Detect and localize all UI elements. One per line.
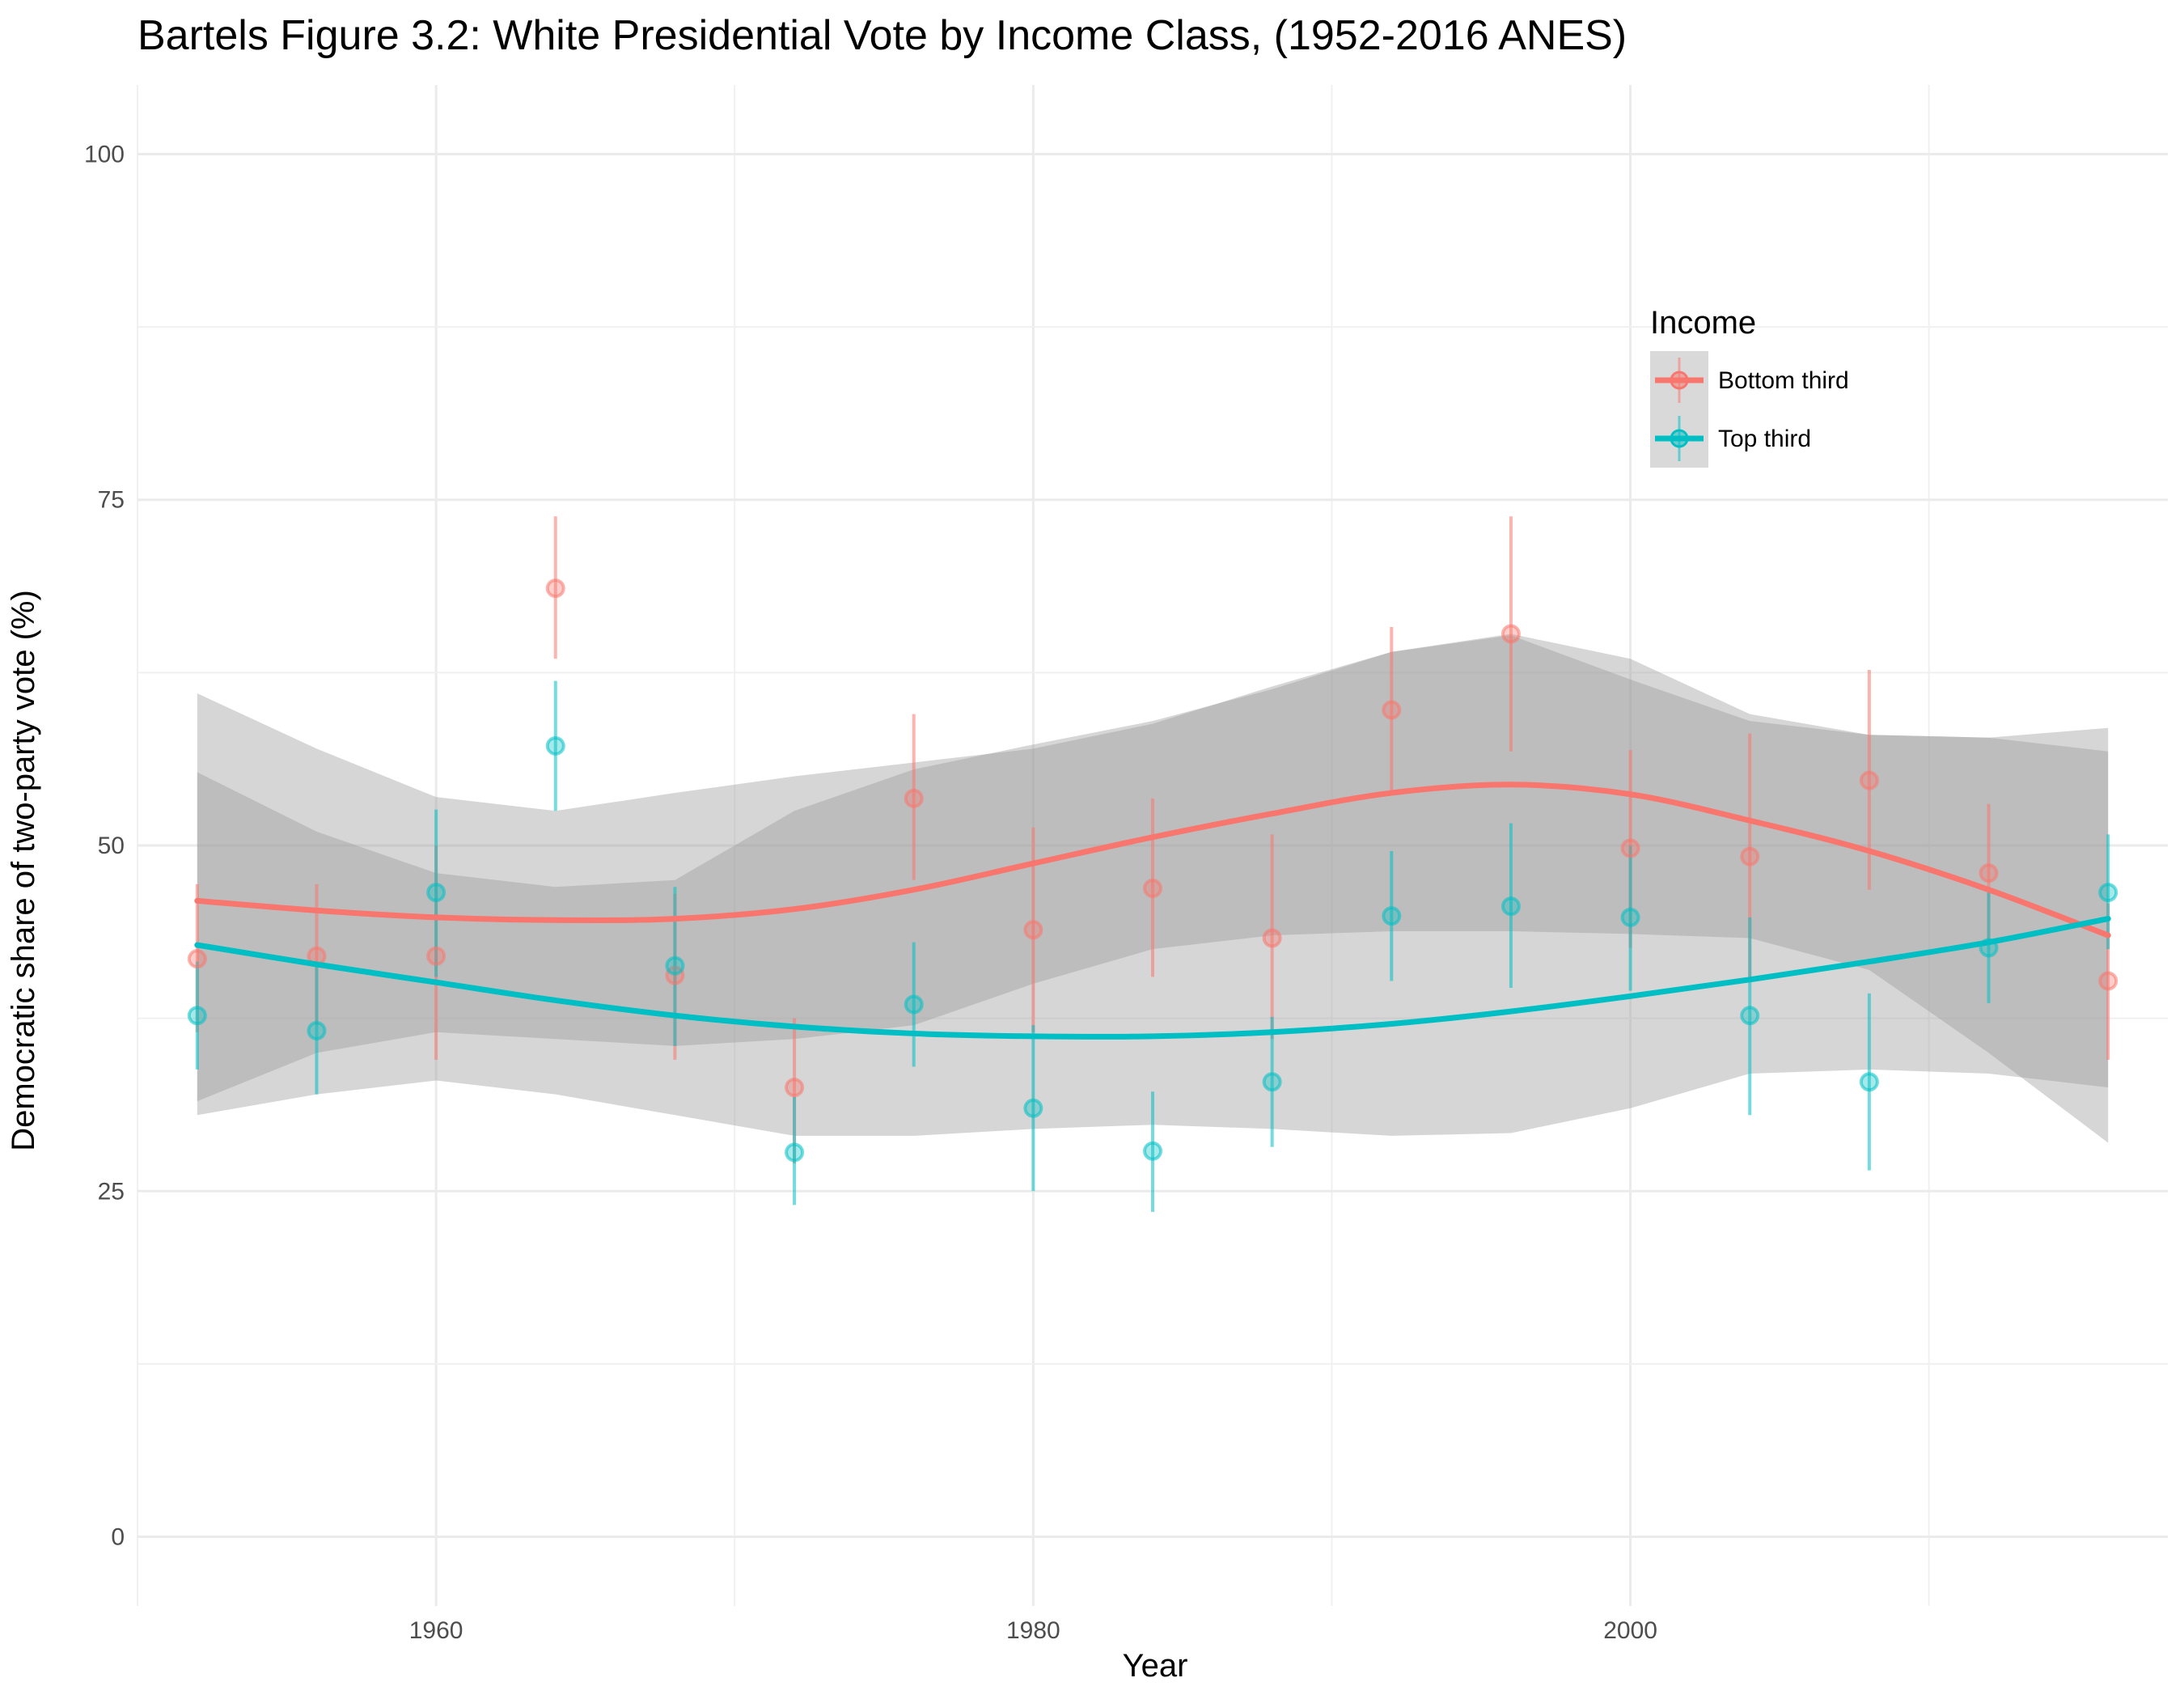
x-tick-label: 1960 bbox=[409, 1617, 463, 1644]
data-point bbox=[1859, 770, 1879, 790]
y-tick-label: 25 bbox=[98, 1178, 125, 1205]
data-point bbox=[785, 1078, 805, 1098]
data-point bbox=[1023, 1098, 1043, 1118]
data-point bbox=[1500, 624, 1521, 644]
data-point bbox=[1382, 906, 1402, 926]
data-point bbox=[665, 955, 685, 976]
legend-key-point bbox=[1670, 429, 1689, 448]
data-point bbox=[1262, 928, 1282, 948]
data-point bbox=[1023, 920, 1043, 940]
trend-line bbox=[194, 782, 2111, 938]
data-point bbox=[904, 994, 924, 1015]
y-tick-label: 50 bbox=[98, 833, 125, 859]
y-tick-label: 100 bbox=[84, 141, 125, 167]
legend-item: Top third bbox=[1650, 409, 1811, 468]
data-point bbox=[426, 946, 447, 966]
axis-ticks: 1960 1980 2000 0 25 50 75 100 bbox=[84, 141, 1657, 1644]
data-point bbox=[426, 883, 447, 903]
data-point bbox=[1143, 1141, 1162, 1161]
legend-key-point bbox=[1670, 371, 1689, 390]
data-point bbox=[2098, 971, 2118, 991]
data-point bbox=[307, 1021, 327, 1041]
legend-title: Income bbox=[1650, 305, 1756, 341]
x-tick-label: 2000 bbox=[1603, 1617, 1657, 1644]
data-point bbox=[187, 1006, 207, 1026]
error-bars bbox=[195, 516, 2110, 1212]
data-point bbox=[187, 949, 207, 969]
legend-label: Top third bbox=[1718, 426, 1811, 452]
data-point bbox=[1143, 878, 1162, 898]
data-point bbox=[545, 735, 565, 756]
data-point bbox=[2098, 883, 2118, 903]
x-tick-label: 1980 bbox=[1006, 1617, 1060, 1644]
data-point bbox=[1740, 1006, 1760, 1026]
data-point bbox=[1620, 838, 1640, 858]
y-axis-title: Democratic share of two-party vote (%) bbox=[6, 590, 41, 1151]
trend-lines bbox=[194, 782, 2111, 1040]
data-point bbox=[1262, 1072, 1282, 1092]
data-point bbox=[1382, 700, 1402, 720]
legend-label: Bottom third bbox=[1718, 367, 1849, 394]
legend: Income Bottom third Top third bbox=[1650, 305, 1849, 468]
chart-title: Bartels Figure 3.2: White Presidential V… bbox=[138, 12, 1627, 59]
y-tick-label: 75 bbox=[98, 487, 125, 514]
data-point bbox=[1859, 1072, 1879, 1092]
data-point bbox=[1979, 863, 1999, 883]
data-point bbox=[785, 1142, 805, 1163]
data-point bbox=[1740, 846, 1760, 866]
data-point bbox=[545, 578, 565, 599]
y-tick-label: 0 bbox=[111, 1524, 125, 1551]
data-point bbox=[1620, 907, 1640, 927]
data-point bbox=[904, 788, 924, 808]
data-points bbox=[187, 578, 2118, 1163]
trend-line bbox=[194, 916, 2111, 1040]
x-axis-title: Year bbox=[1123, 1648, 1188, 1684]
legend-item: Bottom third bbox=[1650, 351, 1849, 409]
data-point bbox=[1500, 896, 1521, 917]
